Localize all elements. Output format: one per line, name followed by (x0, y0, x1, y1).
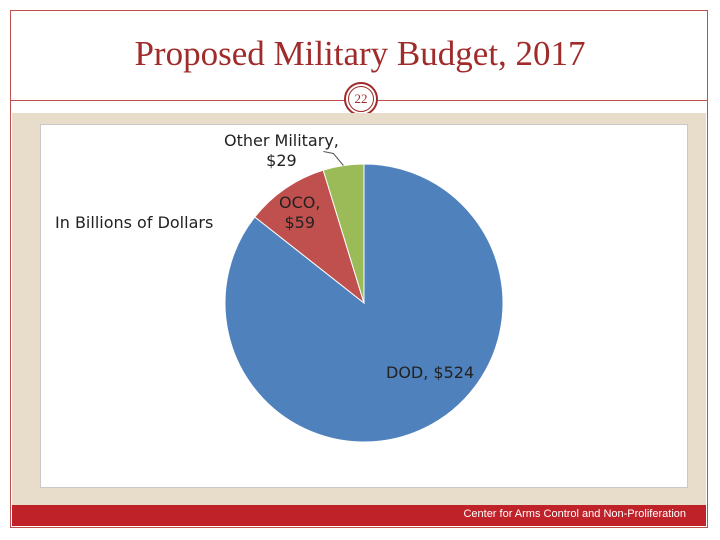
slice-label-dod-text: DOD, $524 (386, 363, 475, 382)
footer-bar: Center for Arms Control and Non-Prolifer… (12, 505, 706, 526)
slice-label-dod: DOD, $524 (386, 363, 474, 383)
slice-label-oco-line2: $59 (284, 213, 315, 232)
slice-label-other: Other Military, $29 (224, 131, 339, 171)
page-number-badge: 22 (344, 82, 378, 116)
footer-credit: Center for Arms Control and Non-Prolifer… (463, 508, 686, 520)
pie-slice-oco (254, 169, 365, 305)
pie-slice-other-military (322, 163, 365, 304)
pie-chart: In Billions of Dollars DOD, $524 OCO, $5… (40, 124, 688, 488)
slide-title: Proposed Military Budget, 2017 (134, 34, 586, 73)
slide-frame (10, 10, 708, 528)
slice-label-other-line1: Other Military, (224, 131, 339, 150)
chart-title: In Billions of Dollars (55, 213, 214, 232)
slice-label-oco: OCO, $59 (279, 193, 320, 233)
pie-chart-svg (224, 151, 504, 443)
slice-label-oco-line1: OCO, (279, 193, 321, 212)
slice-label-other-line2: $29 (266, 151, 297, 170)
leader-line-other-military (323, 151, 344, 166)
